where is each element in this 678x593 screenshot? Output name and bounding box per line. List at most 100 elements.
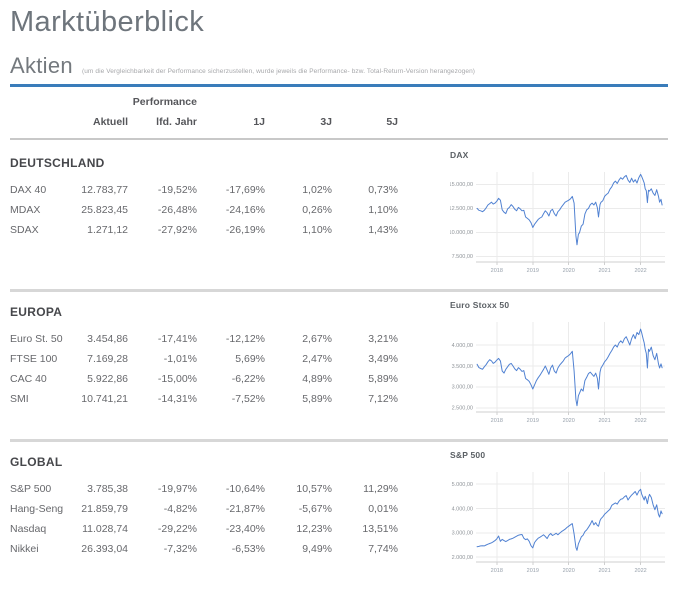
index-name: DAX 40: [10, 184, 47, 196]
index-value: 2,47%: [302, 353, 332, 365]
index-name: Euro St. 50: [10, 333, 63, 345]
index-value: 1,02%: [302, 184, 332, 196]
price-line: [476, 488, 663, 551]
y-axis-label: 3.000,00: [452, 531, 473, 537]
index-value: 0,73%: [368, 184, 398, 196]
index-value: -6,22%: [231, 373, 265, 385]
index-value: 7,12%: [368, 393, 398, 405]
aktien-section-note: (um die Vergleichbarkeit der Performance…: [81, 68, 476, 75]
index-value: 7.169,28: [87, 353, 128, 365]
x-axis-label: 2022: [634, 268, 646, 274]
x-axis-label: 2021: [598, 268, 610, 274]
x-axis-label: 2022: [634, 568, 646, 574]
column-header: 5J: [386, 116, 398, 128]
table-row: FTSE 100 7.169,28 -1,01% 5,69% 2,47% 3,49%: [10, 349, 398, 369]
column-header: 3J: [320, 116, 332, 128]
index-value: -12,12%: [225, 333, 265, 345]
index-value: 7,74%: [368, 543, 398, 555]
section-deutschland: DEUTSCHLAND DAX 40 12.783,77 -19,52% -17,69%…: [10, 156, 398, 240]
x-axis-label: 2020: [563, 568, 575, 574]
index-name: MDAX: [10, 204, 41, 216]
aktien-section-title: Aktien: [10, 53, 73, 78]
chart-s-p-500: S&P 500 5.000,00 4.000,00 3.000,00 2.000,00 2…: [450, 450, 670, 579]
index-value: 5,69%: [235, 353, 265, 365]
table-row: Nikkei 26.393,04 -7,32% -6,53% 9,49% 7,74%: [10, 539, 398, 559]
index-value: -23,40%: [225, 523, 265, 535]
y-axis-label: 10.000,00: [450, 230, 473, 236]
index-value: -24,16%: [225, 204, 265, 216]
x-axis-label: 2018: [491, 418, 503, 424]
index-value: -19,97%: [157, 483, 197, 495]
page-title: Marktüberblick: [10, 6, 205, 38]
chart-title: Euro Stoxx 50: [450, 300, 510, 310]
index-value: 1,10%: [368, 204, 398, 216]
chart-title: DAX: [450, 150, 469, 160]
index-value: 13,51%: [362, 523, 398, 535]
index-value: -4,82%: [163, 503, 197, 515]
index-name: CAC 40: [10, 373, 47, 385]
accent-divider: [10, 84, 668, 87]
y-axis-label: 3.000,00: [452, 385, 473, 391]
x-axis-label: 2018: [491, 268, 503, 274]
table-row: SDAX 1.271,12 -27,92% -26,19% 1,10% 1,43%: [10, 220, 398, 240]
y-axis-label: 2.500,00: [452, 406, 473, 412]
x-axis-label: 2021: [598, 568, 610, 574]
index-value: 3.785,38: [87, 483, 128, 495]
aktien-section-header: Aktien (um die Vergleichbarkeit der Perf…: [10, 53, 475, 79]
y-axis-label: 4.000,00: [452, 343, 473, 349]
column-header-row: Aktuell lfd. Jahr 1J 3J 5J: [10, 112, 398, 132]
index-value: -1,01%: [163, 353, 197, 365]
index-value: -7,32%: [163, 543, 197, 555]
index-value: 3,49%: [368, 353, 398, 365]
table-row: S&P 500 3.785,38 -19,97% -10,64% 10,57% 11,29…: [10, 479, 398, 499]
index-value: 1.271,12: [87, 224, 128, 236]
index-value: -14,31%: [157, 393, 197, 405]
index-value: -7,52%: [231, 393, 265, 405]
performance-group-row: Performance: [10, 92, 398, 112]
chart-title: S&P 500: [450, 450, 486, 460]
section-divider: [10, 439, 668, 442]
index-value: 12.783,77: [81, 184, 128, 196]
index-value: 21.859,79: [81, 503, 128, 515]
y-axis-label: 2.000,00: [452, 555, 473, 561]
index-value: -26,19%: [225, 224, 265, 236]
section-heading: EUROPA: [10, 305, 63, 319]
index-value: 1,10%: [302, 224, 332, 236]
table-row: DAX 40 12.783,77 -19,52% -17,69% 1,02% 0,73%: [10, 180, 398, 200]
y-axis-label: 12.500,00: [450, 206, 473, 212]
index-value: -17,41%: [157, 333, 197, 345]
index-value: -15,00%: [157, 373, 197, 385]
line-chart: 4.000,00 3.500,00 3.000,00 2.500,00 2018 2019…: [452, 322, 665, 424]
index-value: -21,87%: [225, 503, 265, 515]
index-value: 26.393,04: [81, 543, 128, 555]
index-name: SMI: [10, 393, 29, 405]
index-name: Nikkei: [10, 543, 39, 555]
performance-group-label: Performance: [132, 96, 197, 108]
y-axis-label: 15.000,00: [450, 182, 473, 188]
index-value: 4,89%: [302, 373, 332, 385]
index-value: 9,49%: [302, 543, 332, 555]
table-row: Nasdaq 11.028,74 -29,22% -23,40% 12,23% 13,51…: [10, 519, 398, 539]
price-line: [476, 173, 663, 246]
section-heading: DEUTSCHLAND: [10, 156, 105, 170]
index-name: Nasdaq: [10, 523, 47, 535]
x-axis-label: 2019: [527, 418, 539, 424]
section-heading: GLOBAL: [10, 455, 63, 469]
index-table: Performance Aktuell lfd. Jahr 1J 3J 5J DEUTSCH…: [10, 92, 398, 559]
index-value: -26,48%: [157, 204, 197, 216]
index-name: SDAX: [10, 224, 39, 236]
index-value: 5.922,86: [87, 373, 128, 385]
index-value: 11.028,74: [82, 523, 128, 535]
index-value: 3,21%: [368, 333, 398, 345]
index-value: -10,64%: [225, 483, 265, 495]
line-chart: 5.000,00 4.000,00 3.000,00 2.000,00 2018 2019…: [452, 472, 665, 574]
index-value: -19,52%: [157, 184, 197, 196]
table-row: Hang-Seng 21.859,79 -4,82% -21,87% -5,67% 0,0…: [10, 499, 398, 519]
index-value: 0,26%: [302, 204, 332, 216]
index-value: 25.823,45: [81, 204, 128, 216]
x-axis-label: 2020: [563, 418, 575, 424]
chart-euro-stoxx-50: Euro Stoxx 50 4.000,00 3.500,00 3.000,00 2.5…: [450, 300, 670, 429]
index-value: 11,29%: [363, 483, 398, 495]
index-name: S&P 500: [10, 483, 52, 495]
